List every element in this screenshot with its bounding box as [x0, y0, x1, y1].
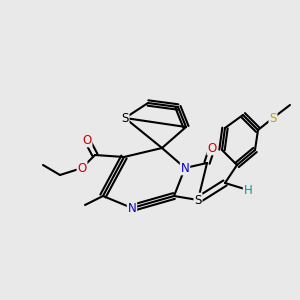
Text: N: N — [128, 202, 136, 214]
Text: O: O — [207, 142, 217, 154]
Text: S: S — [269, 112, 277, 124]
Text: O: O — [77, 161, 87, 175]
Text: O: O — [82, 134, 91, 146]
Text: N: N — [181, 161, 189, 175]
Text: S: S — [121, 112, 129, 124]
Text: H: H — [244, 184, 252, 196]
Text: S: S — [194, 194, 202, 206]
